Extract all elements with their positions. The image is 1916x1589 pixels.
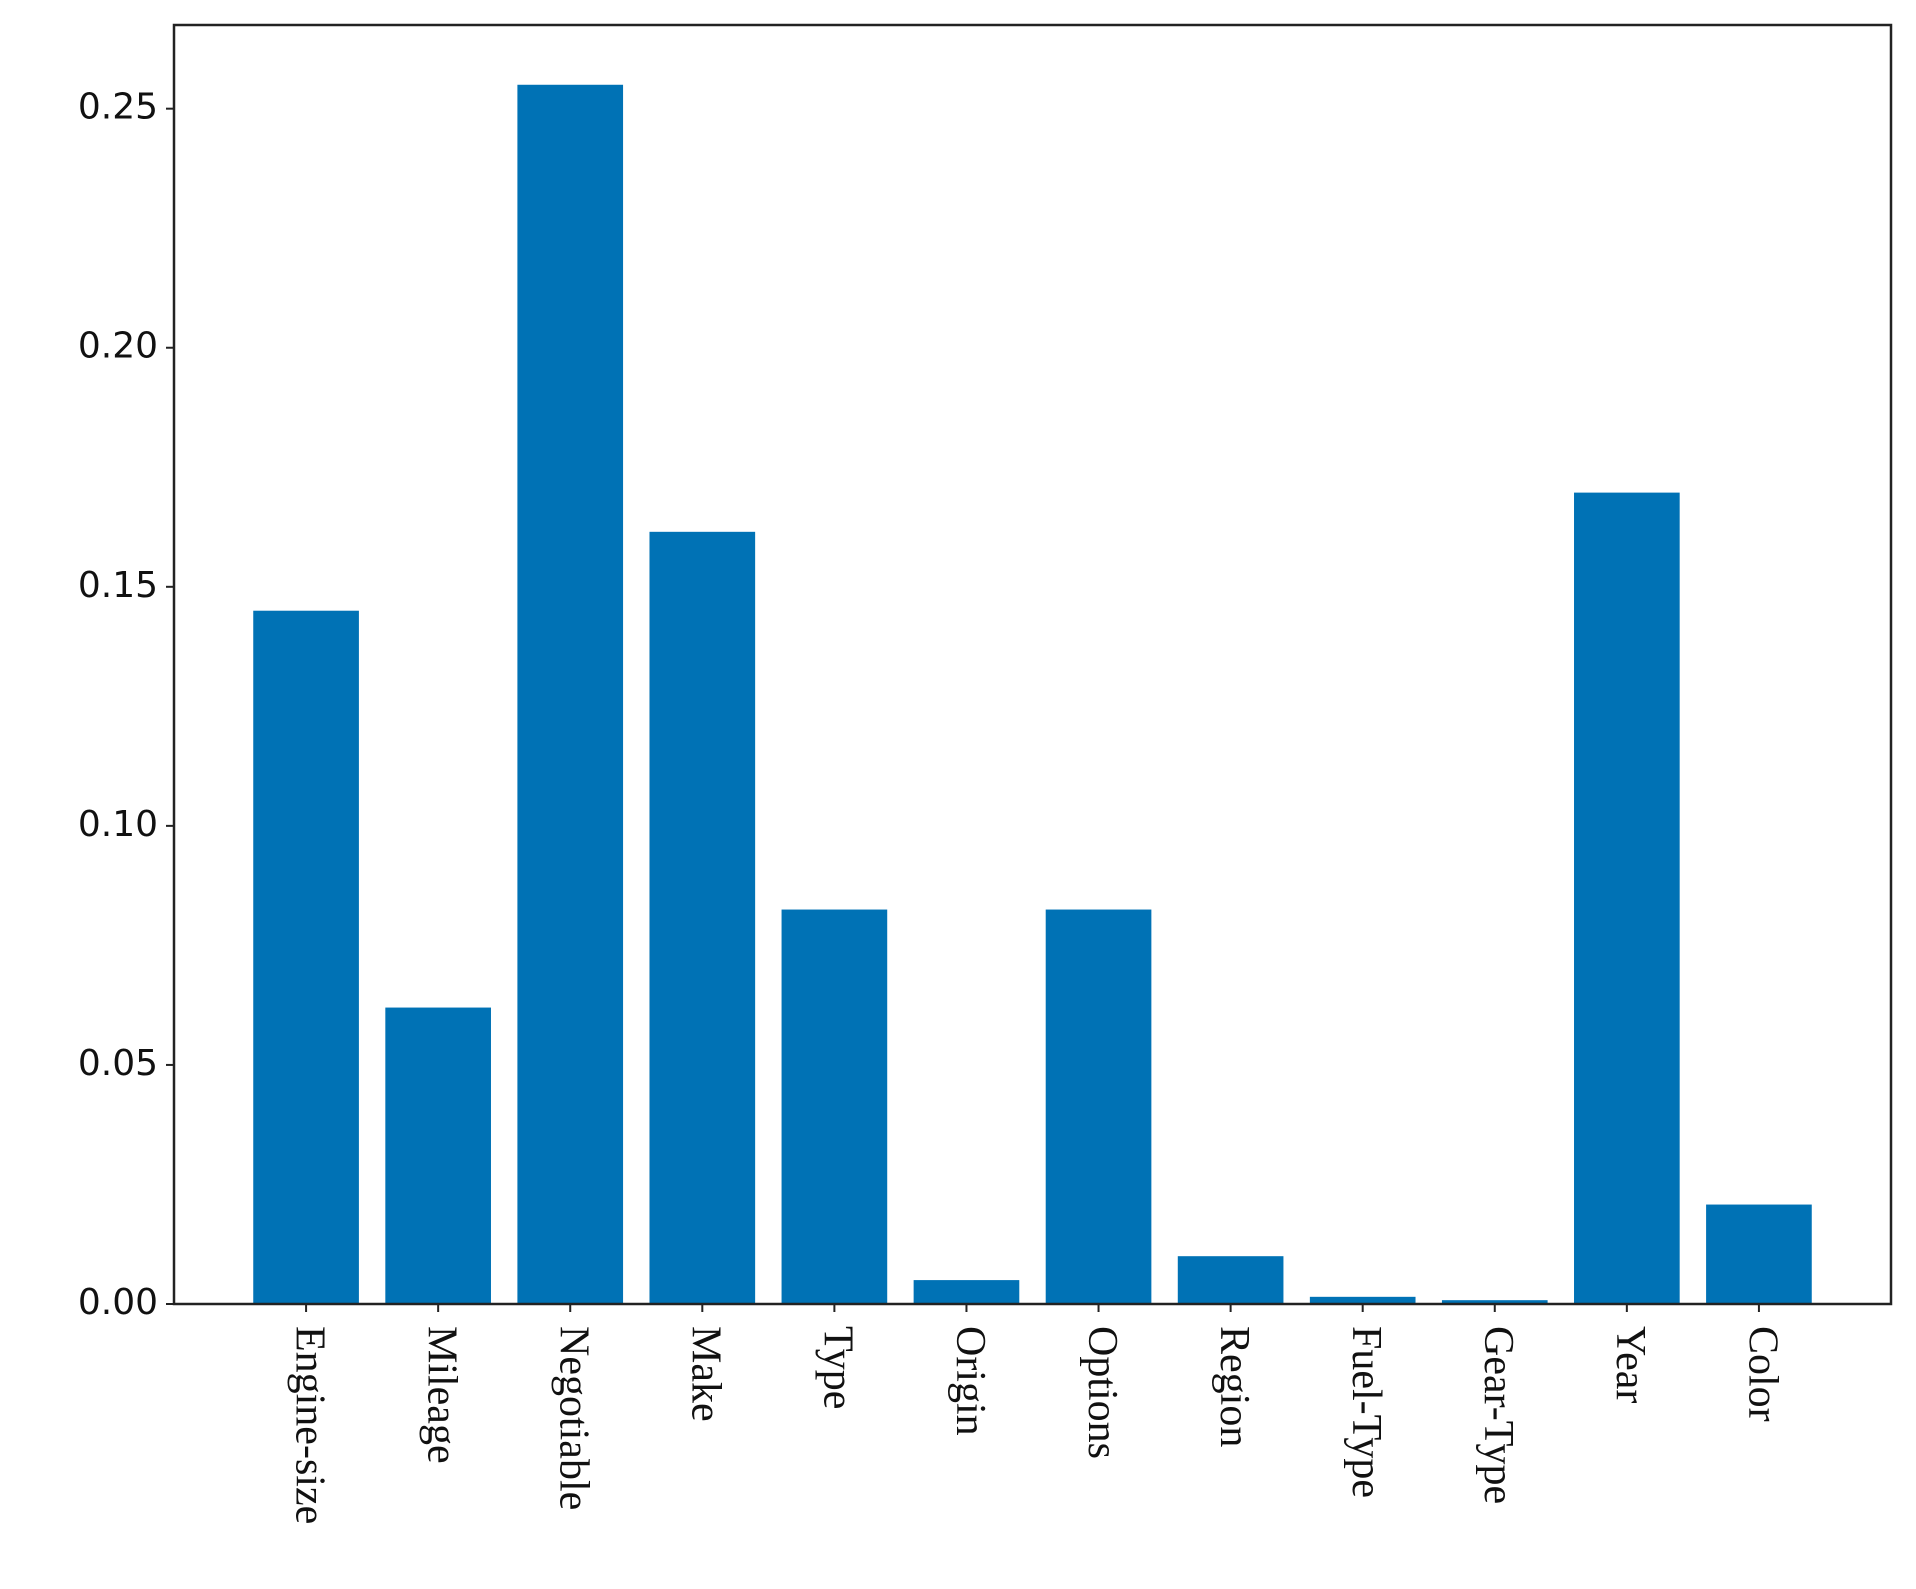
x-tick-label: Year: [1607, 1326, 1653, 1403]
y-tick-label: 0.15: [78, 565, 158, 606]
y-tick-label: 0.25: [78, 87, 158, 128]
bar: [517, 84, 624, 1304]
y-tick-label: 0.05: [78, 1043, 158, 1084]
bar: [649, 531, 756, 1304]
y-tick-label: 0.00: [78, 1282, 158, 1323]
x-tick-label: Negotiable: [551, 1326, 597, 1510]
x-tick-label: Color: [1739, 1326, 1785, 1422]
bar: [781, 909, 888, 1304]
x-tick-label: Options: [1079, 1326, 1125, 1459]
bar: [1441, 1300, 1548, 1304]
x-tick-label: Type: [815, 1326, 861, 1409]
x-tick-label: Gear-Type: [1475, 1326, 1521, 1504]
x-tick-label: Engine-size: [286, 1326, 332, 1524]
bar: [1706, 1204, 1812, 1304]
x-tick-label: Mileage: [419, 1326, 465, 1464]
bar: [385, 1007, 491, 1304]
bar: [1309, 1296, 1416, 1304]
bar: [1177, 1256, 1284, 1304]
bar: [1045, 909, 1152, 1304]
y-tick-label: 0.20: [78, 326, 158, 367]
x-tick-label: Fuel-Type: [1343, 1326, 1389, 1498]
bar: [253, 610, 359, 1304]
x-tick-label: Make: [683, 1326, 729, 1422]
bar: [1574, 492, 1680, 1305]
plot-frame: [172, 23, 1893, 1306]
x-tick-label: Origin: [947, 1326, 993, 1436]
y-tick-label: 0.10: [78, 804, 158, 845]
bar: [913, 1280, 1020, 1304]
x-tick-label: Region: [1211, 1326, 1257, 1447]
